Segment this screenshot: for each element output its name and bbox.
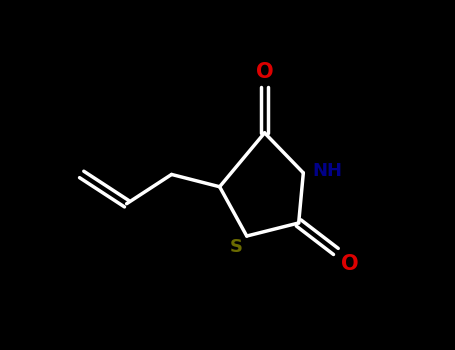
Text: S: S bbox=[230, 238, 243, 256]
Text: O: O bbox=[340, 254, 358, 274]
Text: NH: NH bbox=[313, 162, 343, 180]
Text: O: O bbox=[256, 62, 273, 82]
